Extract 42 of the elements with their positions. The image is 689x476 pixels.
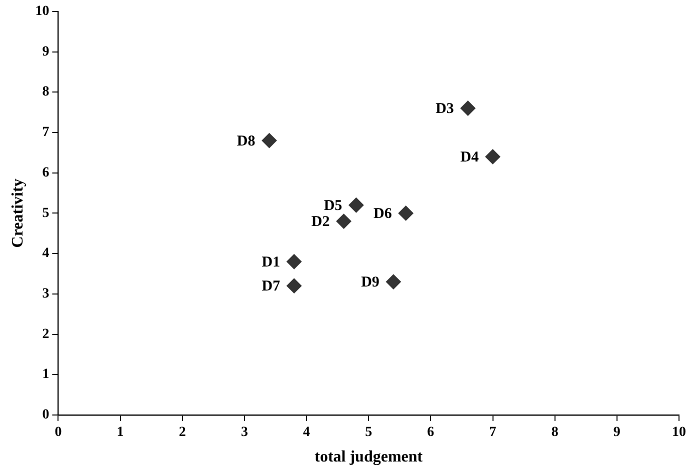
y-tick-label: 3 — [42, 286, 50, 302]
annotation: D2 — [311, 214, 330, 230]
x-tick-label: 10 — [672, 425, 686, 440]
point — [485, 149, 500, 164]
x-tick-label: 7 — [489, 425, 496, 440]
y-tick-label: 4 — [42, 246, 50, 262]
point — [398, 206, 414, 221]
y-axis-title: Creativity — [10, 178, 27, 248]
y-tick-label: 0 — [42, 408, 50, 423]
annotation: D1 — [262, 254, 280, 271]
y-tick-label: 10 — [35, 4, 50, 20]
x-tick-label: 2 — [178, 425, 186, 440]
annotation: D6 — [374, 206, 392, 222]
annotation: D9 — [361, 274, 380, 291]
point — [286, 254, 302, 270]
y-tick-label: 8 — [42, 84, 50, 100]
x-tick-label: 0 — [54, 425, 62, 440]
y-tick-label: 9 — [42, 44, 50, 60]
point — [460, 100, 476, 116]
point — [386, 274, 401, 290]
y-tick-label: 7 — [42, 125, 50, 140]
annotation: D7 — [262, 278, 281, 295]
point — [262, 133, 277, 148]
x-axis-title: total judgement — [314, 448, 424, 466]
x-tick-label: 4 — [303, 425, 310, 440]
point — [348, 198, 364, 213]
annotation: D5 — [324, 198, 342, 214]
x-tick-label: 9 — [613, 425, 620, 440]
x-tick-label: 8 — [551, 425, 558, 440]
y-tick-label: 1 — [42, 367, 50, 382]
point — [336, 214, 352, 229]
x-tick-label: 6 — [427, 425, 434, 440]
x-tick-label: 5 — [365, 425, 372, 440]
annotation: D3 — [436, 101, 454, 118]
y-tick-label: 5 — [42, 206, 50, 221]
y-tick-label: 2 — [42, 326, 50, 342]
x-tick-label: 3 — [240, 425, 248, 440]
annotation: D4 — [460, 150, 480, 166]
annotation: D8 — [236, 133, 256, 150]
x-tick-label: 1 — [116, 425, 124, 440]
point — [286, 278, 302, 294]
y-tick-label: 6 — [42, 165, 50, 180]
